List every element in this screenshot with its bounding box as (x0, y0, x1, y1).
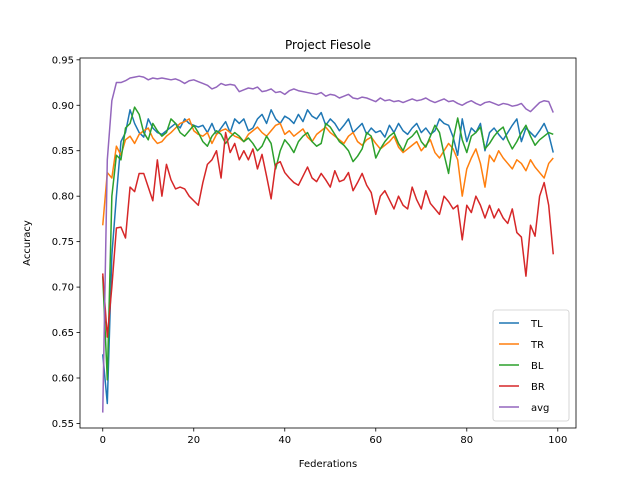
y-tick-label: 0.80 (52, 192, 74, 203)
x-tick-label: 40 (278, 435, 291, 446)
y-axis: 0.55 0.60 0.65 0.70 0.75 0.80 0.85 0.90 0.95 (52, 55, 80, 430)
y-axis-label: Accuracy (22, 220, 33, 266)
x-tick-label: 80 (460, 435, 473, 446)
series-line-bl (102, 106, 554, 381)
y-tick-label: 0.90 (52, 101, 74, 112)
legend-label-tl: TL (530, 319, 543, 330)
legend-label-bl: BL (531, 361, 544, 372)
plot-area (102, 75, 554, 413)
series-line-avg (102, 75, 554, 413)
series-line-br (102, 131, 554, 338)
chart-title: Project Fiesole (285, 38, 371, 52)
legend-label-tr: TR (530, 340, 544, 351)
x-tick-label: 0 (100, 435, 106, 446)
y-tick-label: 0.65 (52, 328, 74, 339)
x-tick-label: 20 (187, 435, 200, 446)
x-axis: 0 20 40 60 80 100 (100, 428, 567, 446)
x-tick-label: 60 (369, 435, 382, 446)
y-tick-label: 0.70 (52, 283, 74, 294)
legend-box (492, 309, 570, 422)
axes-frame (79, 57, 577, 429)
y-tick-label: 0.60 (52, 374, 74, 385)
y-tick-label: 0.55 (52, 419, 74, 430)
series-line-tr (102, 118, 554, 226)
y-tick-label: 0.75 (52, 237, 74, 248)
legend: TL TR BL BR avg (492, 309, 570, 422)
legend-label-avg: avg (531, 403, 549, 414)
y-tick-label: 0.85 (52, 146, 74, 157)
x-axis-label: Federations (299, 459, 357, 470)
y-tick-label: 0.95 (52, 55, 74, 66)
legend-label-br: BR (531, 382, 545, 393)
x-tick-label: 100 (548, 435, 567, 446)
